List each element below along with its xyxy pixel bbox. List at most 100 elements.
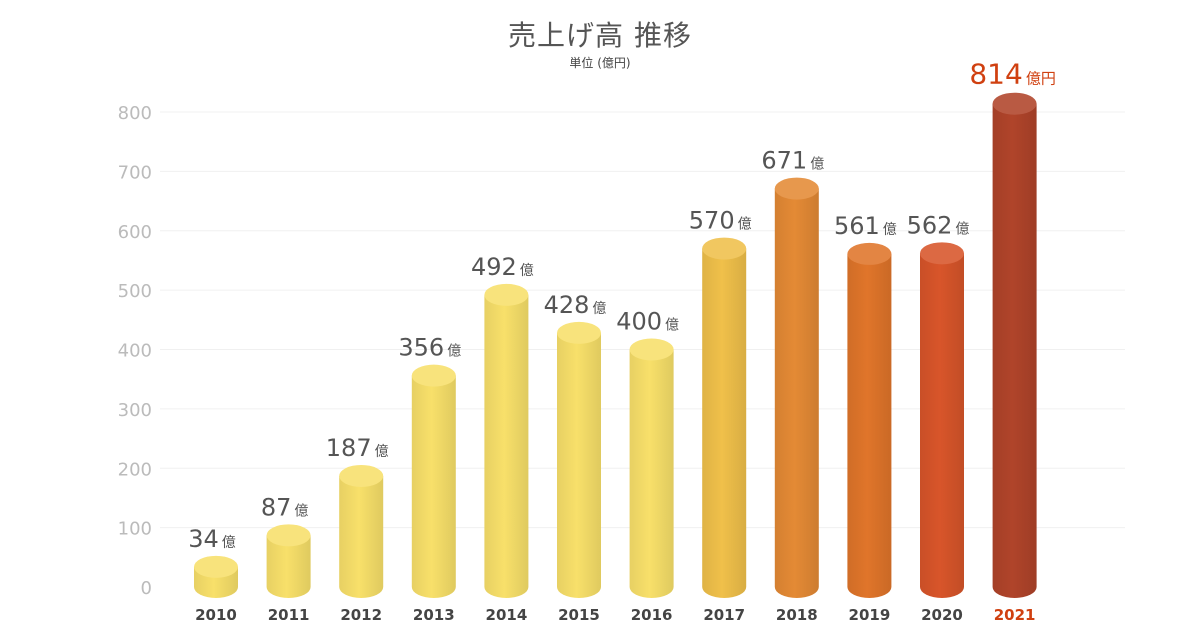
value-number: 814 <box>969 58 1022 91</box>
bar-top-highlight <box>339 464 384 487</box>
y-tick-label: 400 <box>118 341 152 362</box>
bar-body <box>774 188 819 599</box>
bar-2011 <box>266 524 311 599</box>
bar-2017 <box>702 237 747 599</box>
value-label: 428 億 <box>544 291 607 319</box>
y-tick-label: 700 <box>118 162 152 183</box>
x-tick-label: 2014 <box>486 606 528 624</box>
bar-top-highlight <box>629 338 674 361</box>
x-tick-label: 2018 <box>776 606 818 624</box>
value-unit: 億 <box>738 217 752 233</box>
bar-body <box>992 103 1037 599</box>
value-number: 492 <box>471 253 517 281</box>
value-number: 671 <box>761 147 807 175</box>
bar-body <box>484 294 529 598</box>
y-tick-label: 100 <box>118 519 152 540</box>
bar-2013 <box>411 364 456 599</box>
bar-2020 <box>920 242 964 598</box>
y-tick-label: 0 <box>141 578 152 599</box>
bar-2019 <box>847 242 892 599</box>
value-unit: 億 <box>592 301 606 317</box>
bar-top-highlight <box>411 364 456 387</box>
value-number: 87 <box>261 493 292 521</box>
bar-body <box>702 248 747 599</box>
bar-body <box>266 535 311 599</box>
value-label: 561 億 <box>834 212 897 240</box>
bar-top-highlight <box>484 283 529 306</box>
bar-top <box>194 555 238 578</box>
value-unit: 億 <box>955 221 969 237</box>
value-number: 428 <box>544 291 590 319</box>
bar-2018 <box>774 177 819 599</box>
bar-top-highlight <box>702 237 747 260</box>
bar-2015 <box>557 321 601 598</box>
value-number: 561 <box>834 212 880 240</box>
x-tick-label: 2016 <box>631 606 673 624</box>
x-tick-label: 2013 <box>413 606 455 624</box>
chart-subtitle: 単位 (億円) <box>569 56 631 70</box>
bar-top-highlight <box>194 555 238 578</box>
bar-top-highlight <box>992 92 1037 115</box>
y-tick-label: 300 <box>118 400 152 421</box>
bar-top <box>484 283 529 306</box>
bar-top <box>629 338 674 361</box>
value-label: 87 億 <box>261 493 309 521</box>
bar-top-highlight <box>266 524 311 547</box>
bar-top <box>992 92 1037 115</box>
x-tick-label: 2020 <box>921 606 963 624</box>
bar-top <box>266 524 311 547</box>
value-number: 356 <box>398 334 444 362</box>
x-tick-label: 2015 <box>558 606 600 624</box>
value-label: 34 億 <box>188 525 236 553</box>
value-label: 814 億円 <box>969 58 1055 91</box>
bar-body <box>847 253 892 599</box>
value-unit: 億 <box>883 222 897 238</box>
bar-body <box>339 475 384 599</box>
bar-2021 <box>992 92 1037 599</box>
bar-body <box>920 253 964 598</box>
x-tick-label: 2019 <box>849 606 891 624</box>
bar-top-highlight <box>920 242 964 265</box>
bar-2016 <box>629 338 674 599</box>
value-unit: 億円 <box>1026 70 1056 88</box>
bar-body <box>557 332 601 598</box>
bar-top-highlight <box>847 242 892 265</box>
value-label: 492 億 <box>471 253 534 281</box>
bar-top <box>557 321 601 344</box>
value-label: 400 億 <box>616 308 679 336</box>
x-tick-label: 2010 <box>195 606 237 624</box>
y-tick-label: 500 <box>118 281 152 302</box>
bar-top <box>702 237 747 260</box>
value-label: 187 億 <box>326 434 389 462</box>
x-tick-label: 2011 <box>268 606 310 624</box>
value-number: 400 <box>616 308 662 336</box>
bar-top-highlight <box>774 177 819 200</box>
bar-top <box>847 242 892 265</box>
value-unit: 億 <box>375 444 389 460</box>
y-tick-label: 200 <box>118 459 152 480</box>
x-tick-label: 2021 <box>994 606 1036 624</box>
bar-2010 <box>194 555 238 598</box>
value-number: 570 <box>689 207 735 235</box>
bar-2012 <box>339 464 384 599</box>
value-label: 562 億 <box>907 211 970 239</box>
value-label: 570 億 <box>689 207 752 235</box>
x-tick-label: 2017 <box>703 606 745 624</box>
value-number: 562 <box>907 211 953 239</box>
bar-top <box>339 464 384 487</box>
y-tick-label: 800 <box>118 103 152 124</box>
x-tick-label: 2012 <box>340 606 382 624</box>
value-number: 187 <box>326 434 372 462</box>
chart-title: 売上げ高 推移 <box>508 19 692 52</box>
value-unit: 億 <box>222 535 236 551</box>
bar-body <box>629 349 674 599</box>
value-unit: 億 <box>665 318 679 334</box>
value-label: 356 億 <box>398 334 461 362</box>
bar-top <box>411 364 456 387</box>
y-tick-label: 600 <box>118 222 152 243</box>
value-number: 34 <box>188 525 219 553</box>
value-unit: 億 <box>294 503 308 519</box>
value-unit: 億 <box>810 157 824 173</box>
